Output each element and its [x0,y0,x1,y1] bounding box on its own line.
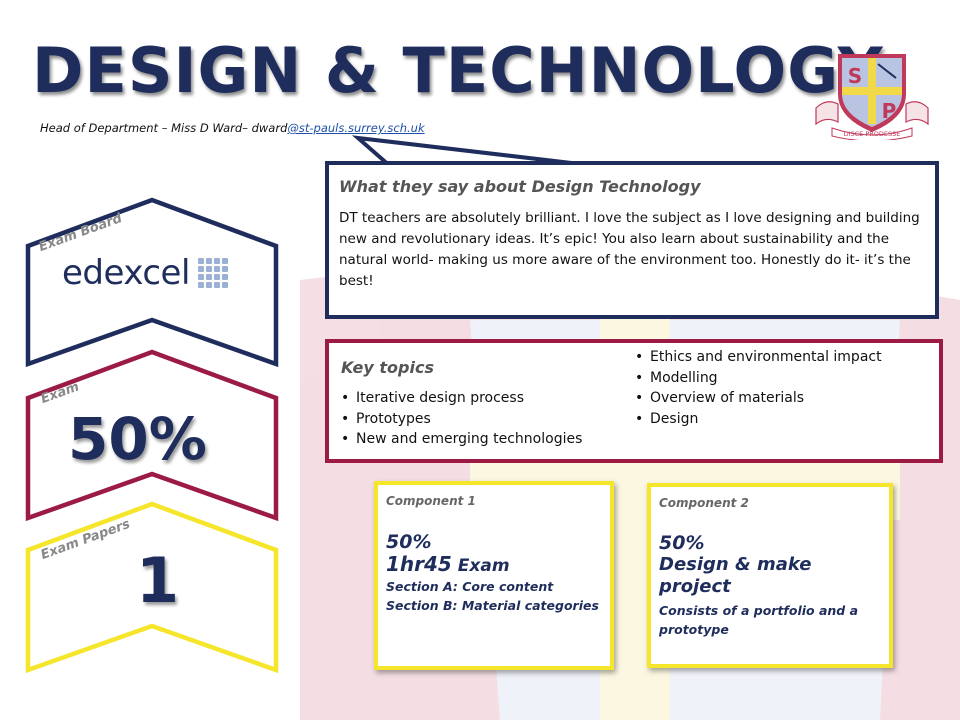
school-crest-logo: S P DISCE PRODESSE [815,54,929,140]
key-topics-list-left: Iterative design process Prototypes New … [341,388,582,450]
component-1-duration: 1hr45 [386,552,452,576]
head-of-department-line: Head of Department – Miss D Ward– dward@… [40,121,425,135]
exam-papers-chevron [25,501,279,674]
topic-item: Design [635,409,882,430]
component-1-label: Component 1 [386,494,476,508]
logo-motto: DISCE PRODESSE [844,130,901,138]
topic-item: Prototypes [341,409,582,430]
quote-title: What they say about Design Technology [339,177,701,196]
topic-item: Iterative design process [341,388,582,409]
component-2-label: Component 2 [659,496,749,510]
topic-item: Modelling [635,368,882,389]
key-topics-list-right: Ethics and environmental impact Modellin… [635,347,882,429]
component-1-box: Component 1 50% 1hr45 Exam Section A: Co… [374,481,614,670]
exam-chevron [25,349,279,522]
component-2-title: Design & make project [659,554,812,597]
component-2-percent: 50% [659,532,705,554]
page-title: DESIGN & TECHNOLOGY [32,34,884,107]
component-1-duration-suffix: Exam [451,556,510,576]
topic-item: New and emerging technologies [341,429,582,450]
logo-letter-s: S [848,64,862,88]
component-1-duration-line: 1hr45 Exam [386,553,602,577]
key-topics-heading: Key topics [341,358,434,377]
logo-letter-p: P [882,99,897,123]
component-2-description: Consists of a portfolio and a prototype [659,603,859,637]
exam-board-chevron [25,197,279,368]
edexcel-wordmark: edexcel [62,253,190,293]
email-link[interactable]: @st-pauls.surrey.sch.uk [287,121,425,135]
topic-item: Overview of materials [635,388,882,409]
component-1-section-a: Section A: Core content [386,579,554,594]
exam-papers-count: 1 [136,544,180,617]
component-1-section-b: Section B: Material categories [386,598,599,613]
edexcel-logo: edexcel [62,253,228,293]
topic-item: Ethics and environmental impact [635,347,882,368]
component-2-box: Component 2 50% Design & make project Co… [647,483,893,668]
key-topics-box: Key topics Iterative design process Prot… [325,339,943,463]
exam-percentage: 50% [68,405,207,473]
student-quote-box: What they say about Design Technology DT… [325,161,939,319]
component-1-percent: 50% [386,531,432,553]
head-of-department-text: Head of Department – Miss D Ward– dward [40,121,288,135]
edexcel-grid-icon [197,258,228,288]
quote-text: DT teachers are absolutely brilliant. I … [339,210,920,289]
